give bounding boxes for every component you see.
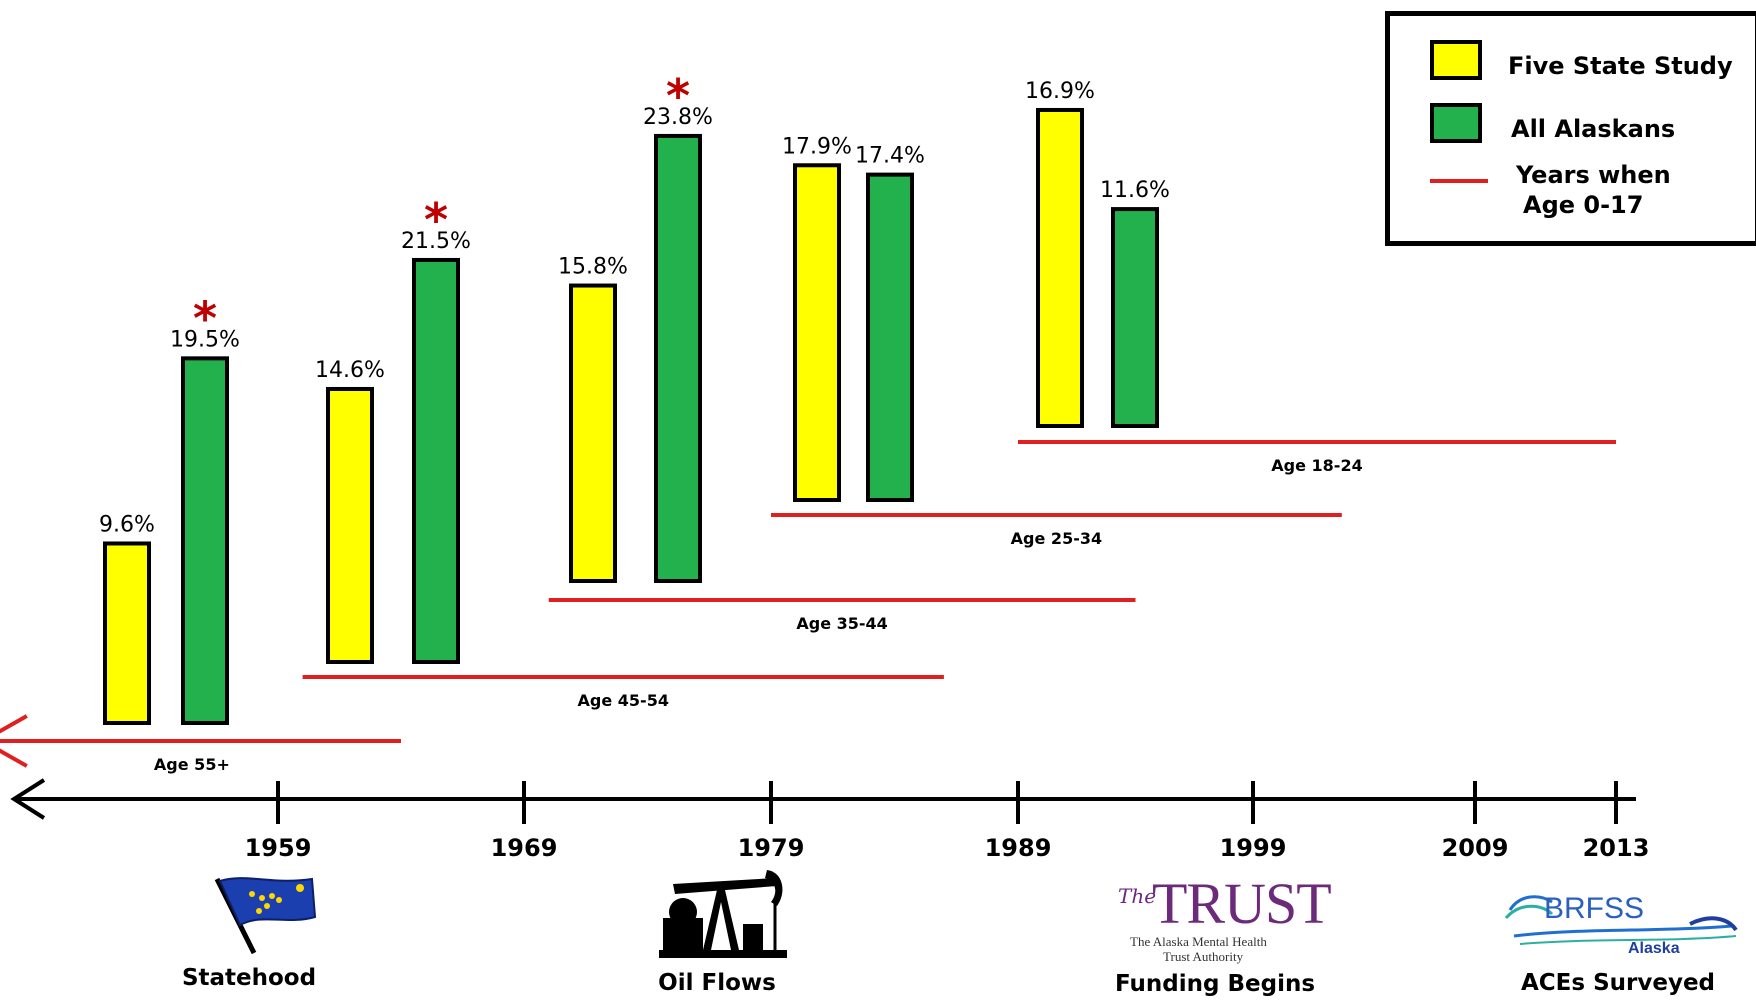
bar-label-age-45-54-all-alaskans: 21.5%: [401, 229, 471, 254]
trust-logo-icon: The TRUST The Alaska Mental Health Trust…: [1110, 870, 1332, 965]
event-aces-surveyed-label: ACEs Surveyed: [1520, 970, 1716, 996]
timeline-tick-label-1969: 1969: [491, 834, 558, 862]
brfss-logo-sub: Alaska: [1628, 940, 1680, 957]
event-oil-flows-label: Oil Flows: [658, 970, 776, 996]
timeline-tick-label-2009: 2009: [1442, 834, 1509, 862]
timeline-tick-label-1999: 1999: [1220, 834, 1287, 862]
age-label-age-45-54: Age 45-54: [578, 691, 669, 710]
event-funding-begins-label: Funding Begins: [1114, 971, 1316, 997]
bar-label-age-18-24-five-state: 16.9%: [1025, 79, 1095, 104]
timeline-tick-label-1979: 1979: [738, 834, 805, 862]
event-statehood-label: Statehood: [181, 965, 317, 991]
age-line-arrow-age-55: [0, 714, 28, 768]
legend-label-years-2: Age 0-17: [1523, 191, 1644, 219]
age-label-age-55: Age 55+: [154, 755, 230, 774]
legend-label-all-alaskans: All Alaskans: [1511, 115, 1676, 143]
oil-pump-icon: [659, 870, 787, 958]
timeline-tick-label-1959: 1959: [245, 834, 312, 862]
age-label-age-18-24: Age 18-24: [1271, 456, 1362, 475]
bar-label-age-55-five-state: 9.6%: [99, 512, 155, 537]
bar-label-age-35-44-five-state: 15.8%: [558, 255, 628, 280]
significance-asterisk-age-35-44: *: [666, 69, 690, 123]
legend-swatch-five-state: [1430, 40, 1482, 80]
legend: Five State Study All Alaskans Years when…: [1385, 11, 1756, 246]
trust-logo-sub1: The Alaska Mental Health: [1130, 934, 1267, 949]
bar-age-55-all-alaskans: [181, 356, 229, 725]
bar-age-18-24-all-alaskans: [1111, 207, 1159, 428]
age-label-age-35-44: Age 35-44: [796, 614, 887, 633]
age-label-age-25-34: Age 25-34: [1011, 529, 1102, 548]
legend-swatch-all-alaskans: [1430, 103, 1482, 143]
alaska-flag-icon: [214, 877, 317, 955]
legend-red-line: [1430, 179, 1488, 183]
brfss-logo-icon: BRFSS Alaska: [1500, 888, 1740, 960]
trust-logo-the: The: [1118, 884, 1157, 908]
bar-label-age-45-54-five-state: 14.6%: [315, 358, 385, 383]
significance-asterisk-age-45-54: *: [424, 193, 448, 247]
significance-asterisk-age-55: *: [193, 291, 217, 345]
bar-label-age-35-44-all-alaskans: 23.8%: [643, 105, 713, 130]
bar-age-45-54-five-state: [326, 386, 374, 664]
trust-logo-main: TRUST: [1152, 871, 1332, 936]
bar-age-45-54-all-alaskans: [412, 257, 460, 664]
bar-label-age-55-all-alaskans: 19.5%: [170, 327, 240, 352]
bar-label-age-25-34-five-state: 17.9%: [782, 134, 852, 159]
bar-age-25-34-five-state: [793, 163, 841, 503]
bar-age-35-44-all-alaskans: [654, 133, 702, 583]
legend-label-five-state: Five State Study: [1508, 52, 1733, 80]
bar-age-18-24-five-state: [1036, 107, 1084, 428]
bar-age-35-44-five-state: [569, 283, 617, 583]
bar-label-age-18-24-all-alaskans: 11.6%: [1100, 178, 1170, 203]
timeline-tick-label-1989: 1989: [985, 834, 1052, 862]
timeline-tick-label-2013: 2013: [1583, 834, 1650, 862]
bar-age-55-five-state: [103, 541, 151, 725]
bar-label-age-25-34-all-alaskans: 17.4%: [855, 144, 925, 169]
trust-logo-sub2: Trust Authority: [1163, 949, 1244, 964]
legend-label-years-1: Years when: [1516, 161, 1671, 189]
brfss-logo-main: BRFSS: [1544, 892, 1645, 925]
timeline-axis-arrow: [10, 778, 46, 820]
bar-age-25-34-all-alaskans: [866, 172, 914, 502]
